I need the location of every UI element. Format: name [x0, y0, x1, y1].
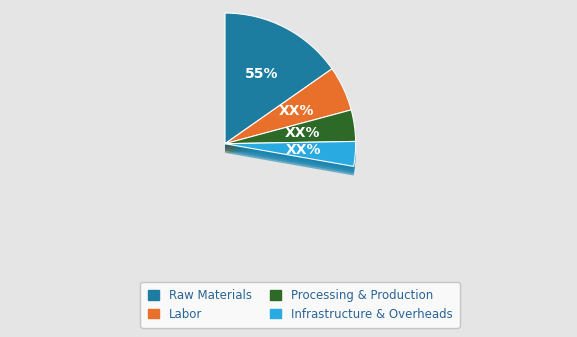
Wedge shape: [225, 13, 332, 144]
Wedge shape: [225, 69, 351, 144]
Text: XX%: XX%: [278, 103, 314, 118]
Text: XX%: XX%: [286, 143, 321, 157]
Wedge shape: [225, 114, 355, 147]
Wedge shape: [225, 115, 355, 149]
Wedge shape: [225, 151, 355, 176]
Wedge shape: [225, 145, 355, 170]
Wedge shape: [225, 78, 351, 153]
Wedge shape: [225, 69, 351, 144]
Wedge shape: [225, 22, 332, 153]
Wedge shape: [225, 112, 355, 146]
Wedge shape: [225, 13, 332, 144]
Wedge shape: [225, 110, 355, 144]
Wedge shape: [225, 74, 351, 149]
Wedge shape: [225, 147, 355, 172]
Wedge shape: [225, 110, 355, 144]
Wedge shape: [225, 72, 351, 147]
Wedge shape: [225, 17, 332, 147]
Wedge shape: [225, 143, 355, 168]
Wedge shape: [225, 76, 351, 151]
Wedge shape: [225, 71, 351, 146]
Wedge shape: [225, 19, 332, 149]
Wedge shape: [225, 119, 355, 153]
Text: XX%: XX%: [285, 126, 320, 140]
Legend: Raw Materials, Labor, Processing & Production, Infrastructure & Overheads: Raw Materials, Labor, Processing & Produ…: [140, 282, 460, 328]
Wedge shape: [225, 20, 332, 151]
Wedge shape: [225, 149, 355, 174]
Wedge shape: [225, 142, 355, 166]
Wedge shape: [225, 142, 355, 166]
Text: 55%: 55%: [245, 67, 278, 81]
Wedge shape: [225, 117, 355, 151]
Wedge shape: [225, 15, 332, 146]
